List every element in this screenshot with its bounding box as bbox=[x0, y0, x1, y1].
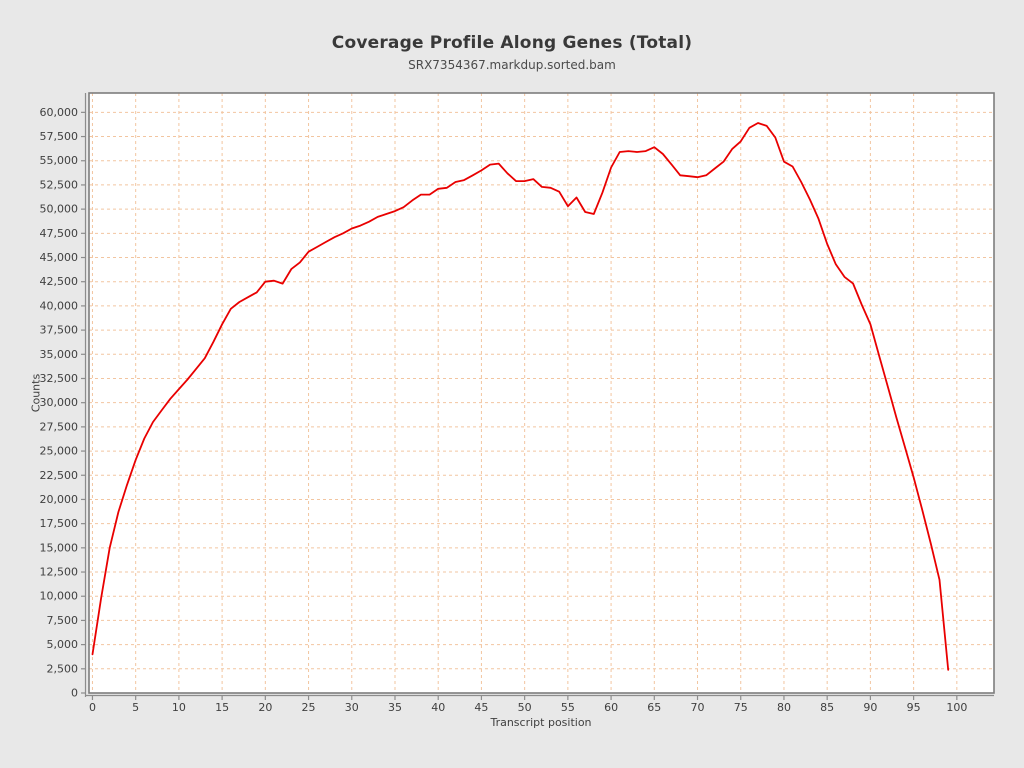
x-tick-label: 0 bbox=[89, 701, 96, 714]
x-tick-label: 85 bbox=[820, 701, 834, 714]
x-tick-label: 5 bbox=[132, 701, 139, 714]
x-tick-label: 45 bbox=[474, 701, 488, 714]
y-tick-label: 50,000 bbox=[40, 203, 79, 216]
y-tick-label: 45,000 bbox=[40, 251, 79, 264]
x-tick-label: 95 bbox=[907, 701, 921, 714]
y-tick-label: 35,000 bbox=[40, 348, 79, 361]
x-tick-label: 100 bbox=[946, 701, 967, 714]
x-tick-label: 40 bbox=[431, 701, 445, 714]
y-tick-label: 22,500 bbox=[40, 469, 79, 482]
y-tick-label: 57,500 bbox=[40, 130, 79, 143]
x-tick-label: 90 bbox=[863, 701, 877, 714]
y-tick-label: 42,500 bbox=[40, 275, 79, 288]
y-tick-label: 37,500 bbox=[40, 324, 79, 337]
y-tick-label: 10,000 bbox=[40, 590, 79, 603]
y-tick-label: 12,500 bbox=[40, 566, 79, 579]
y-tick-label: 55,000 bbox=[40, 154, 79, 167]
y-tick-label: 2,500 bbox=[47, 662, 79, 675]
chart-title: Coverage Profile Along Genes (Total) bbox=[331, 33, 693, 53]
x-tick-label: 15 bbox=[215, 701, 229, 714]
y-tick-label: 27,500 bbox=[40, 420, 79, 433]
plot-frame bbox=[88, 92, 995, 694]
x-tick-label: 55 bbox=[561, 701, 575, 714]
y-tick-label: 5,000 bbox=[47, 638, 79, 651]
x-axis-title: Transcript position bbox=[490, 716, 592, 729]
y-tick-label: 32,500 bbox=[40, 372, 79, 385]
y-tick-label: 25,000 bbox=[40, 445, 79, 458]
x-tick-label: 80 bbox=[777, 701, 791, 714]
y-tick-label: 0 bbox=[71, 687, 78, 700]
y-tick-label: 15,000 bbox=[40, 541, 79, 554]
x-tick-label: 65 bbox=[647, 701, 661, 714]
x-tick-label: 25 bbox=[302, 701, 316, 714]
x-tick-label: 10 bbox=[172, 701, 186, 714]
plot-area bbox=[89, 93, 994, 693]
y-tick-label: 17,500 bbox=[40, 517, 79, 530]
x-tick-label: 35 bbox=[388, 701, 402, 714]
x-tick-label: 50 bbox=[518, 701, 532, 714]
y-tick-label: 60,000 bbox=[40, 106, 79, 119]
x-tick-label: 75 bbox=[734, 701, 748, 714]
chart-subtitle: SRX7354367.markdup.sorted.bam bbox=[408, 58, 616, 72]
y-tick-label: 40,000 bbox=[40, 299, 79, 312]
y-tick-label: 47,500 bbox=[40, 227, 79, 240]
y-tick-label: 30,000 bbox=[40, 396, 79, 409]
x-tick-label: 70 bbox=[691, 701, 705, 714]
x-tick-label: 20 bbox=[258, 701, 272, 714]
coverage-line bbox=[91, 122, 950, 671]
x-tick-label: 30 bbox=[345, 701, 359, 714]
y-tick-label: 7,500 bbox=[47, 614, 79, 627]
y-tick-label: 52,500 bbox=[40, 178, 79, 191]
x-tick-label: 60 bbox=[604, 701, 618, 714]
y-axis-title: Counts bbox=[29, 373, 43, 413]
y-tick-label: 20,000 bbox=[40, 493, 79, 506]
